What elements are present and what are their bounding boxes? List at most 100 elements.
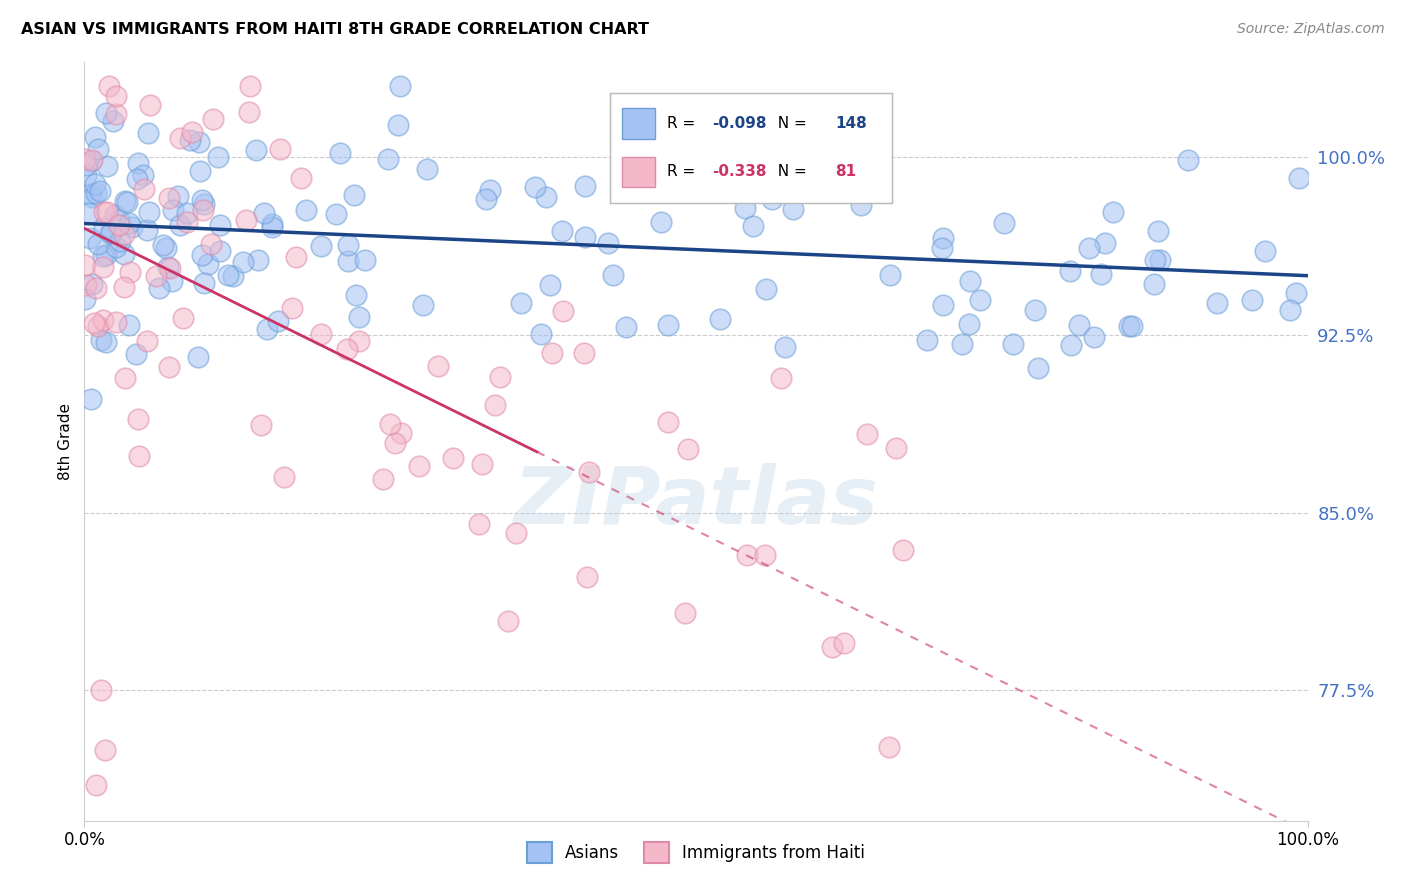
Point <box>467 516 489 531</box>
Point <box>267 314 290 328</box>
Point <box>371 473 394 487</box>
Point <box>84 129 107 144</box>
Y-axis label: 8th Grade: 8th Grade <box>58 403 73 480</box>
Point <box>112 280 135 294</box>
Point <box>1024 302 1046 317</box>
Point <box>1149 252 1171 267</box>
Point <box>657 415 679 429</box>
Point <box>128 449 150 463</box>
Point <box>162 203 184 218</box>
Legend: Asians, Immigrants from Haiti: Asians, Immigrants from Haiti <box>520 836 872 869</box>
Point <box>598 235 620 250</box>
Point <box>540 346 562 360</box>
Point <box>188 164 211 178</box>
Point <box>412 298 434 312</box>
Point <box>84 186 107 201</box>
Point <box>1083 329 1105 343</box>
Point <box>79 230 101 244</box>
Point <box>152 237 174 252</box>
Point <box>387 118 409 132</box>
Point <box>821 640 844 655</box>
Point <box>1067 318 1090 332</box>
Point <box>384 435 406 450</box>
Point <box>89 184 111 198</box>
Point <box>127 155 149 169</box>
Point <box>190 193 212 207</box>
Point <box>90 683 112 698</box>
Point <box>810 181 832 195</box>
Point <box>217 268 239 282</box>
Point <box>132 169 155 183</box>
Point <box>1205 295 1227 310</box>
Point <box>782 202 804 217</box>
Point <box>709 311 731 326</box>
Point <box>612 143 634 157</box>
Point <box>104 88 127 103</box>
Point <box>93 742 115 756</box>
Point <box>169 219 191 233</box>
Point <box>773 340 796 354</box>
Text: ZIPatlas: ZIPatlas <box>513 463 879 541</box>
Text: Source: ZipAtlas.com: Source: ZipAtlas.com <box>1237 22 1385 37</box>
Point <box>309 326 332 341</box>
Point <box>530 326 553 341</box>
Point <box>108 218 131 232</box>
Point <box>94 106 117 120</box>
Point <box>1059 264 1081 278</box>
Point <box>614 320 637 334</box>
Point <box>136 223 159 237</box>
Point <box>1077 241 1099 255</box>
Point <box>80 392 103 407</box>
Point <box>91 260 114 275</box>
Point <box>120 265 142 279</box>
Point <box>673 606 696 620</box>
Point <box>377 153 399 167</box>
Point <box>1060 338 1083 352</box>
Point <box>337 254 360 268</box>
Point <box>931 241 953 255</box>
Point <box>879 268 901 282</box>
Point <box>207 150 229 164</box>
Point <box>650 215 672 229</box>
Point <box>136 127 159 141</box>
Point <box>193 276 215 290</box>
Point <box>193 196 215 211</box>
Point <box>1285 286 1308 301</box>
Point <box>574 178 596 193</box>
Point <box>138 97 160 112</box>
Point <box>200 236 222 251</box>
Point <box>180 125 202 139</box>
Point <box>80 189 103 203</box>
Point <box>337 237 360 252</box>
Point <box>75 278 97 293</box>
Point <box>157 359 180 374</box>
Point <box>284 251 307 265</box>
Point <box>1118 318 1140 333</box>
Point <box>849 198 872 212</box>
Point <box>1090 267 1112 281</box>
Point <box>915 334 938 348</box>
Point <box>309 239 332 253</box>
Point <box>1102 204 1125 219</box>
Point <box>80 154 103 169</box>
Point <box>572 346 595 360</box>
Point <box>523 180 546 194</box>
Point <box>125 172 148 186</box>
Point <box>75 292 97 306</box>
Point <box>969 293 991 307</box>
Point <box>118 318 141 333</box>
Point <box>426 359 449 373</box>
Point <box>132 182 155 196</box>
Point <box>136 334 159 348</box>
Point <box>1028 361 1050 376</box>
Point <box>75 152 97 166</box>
Point <box>856 426 879 441</box>
Point <box>235 212 257 227</box>
Point <box>256 322 278 336</box>
Point <box>115 195 138 210</box>
Point <box>166 189 188 203</box>
Point <box>489 370 512 384</box>
Point <box>932 231 955 245</box>
Point <box>96 159 118 173</box>
Point <box>735 549 758 563</box>
